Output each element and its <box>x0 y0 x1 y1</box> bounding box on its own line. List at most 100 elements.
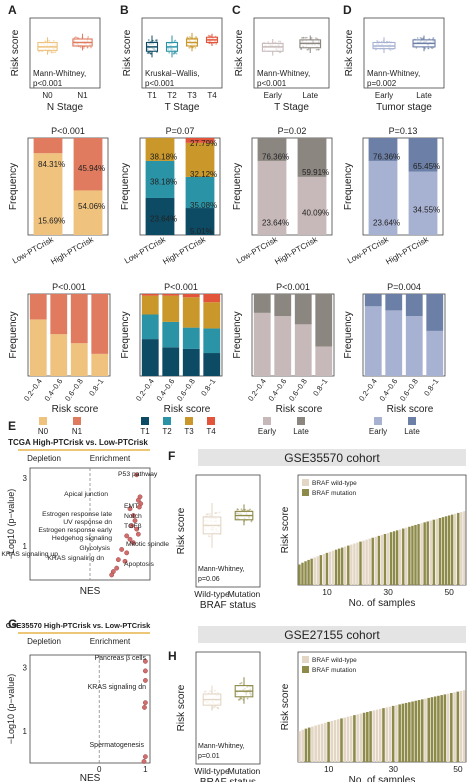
boxplot-a <box>29 17 101 89</box>
stacked-bar-b <box>139 137 221 236</box>
bar-value-label: 76.36% <box>373 152 400 161</box>
axis-xlabel: N Stage <box>47 102 84 113</box>
sample-bar <box>328 551 332 585</box>
scatter-point <box>115 557 121 563</box>
depletion-label: Depletion <box>27 637 61 646</box>
jitter-point <box>317 48 320 51</box>
jitter-point <box>213 689 216 692</box>
boxplot-b <box>141 17 223 89</box>
bar-segment <box>203 328 221 354</box>
sample-bar <box>399 529 402 585</box>
axis-tick-label: 0.8~1 <box>311 377 329 398</box>
jitter-point <box>249 508 251 511</box>
axis-ylabel: Frequency <box>343 163 354 210</box>
jitter-point <box>168 51 171 54</box>
cohort-title: GSE35570 cohort <box>284 451 380 465</box>
bar-value-label: 34.55% <box>413 206 440 215</box>
bar-segment <box>274 294 292 317</box>
bar-segment <box>257 160 287 235</box>
stat-pvalue: p<0.001 <box>145 79 175 88</box>
sample-bar <box>301 562 304 585</box>
pathway-label: KRAS signaling up <box>1 551 58 558</box>
jitter-point <box>86 46 89 48</box>
pathway-label: Estrogen response early <box>38 527 112 534</box>
jitter-point <box>267 41 270 43</box>
sample-bar <box>429 520 432 585</box>
sample-bar <box>441 517 445 585</box>
jitter-point <box>279 51 282 54</box>
axis-tick-label: T1 <box>147 91 157 100</box>
legend-label: Early <box>258 427 276 436</box>
sample-bar <box>456 691 460 762</box>
legend-label: Early <box>369 427 387 436</box>
axis-ylabel: Frequency <box>343 311 354 358</box>
sample-bar <box>432 519 436 585</box>
jitter-point <box>315 48 318 51</box>
axis-ylabel: Frequency <box>120 311 131 358</box>
bar-segment <box>33 153 63 235</box>
sample-bar <box>426 521 429 585</box>
jitter-point <box>208 514 211 517</box>
legend-label: T1 <box>140 427 150 436</box>
ranked-bar-f <box>297 474 467 586</box>
sample-bar <box>392 531 396 585</box>
scatter-point <box>122 558 128 564</box>
bar-segment <box>145 160 175 198</box>
sample-bar <box>350 544 353 585</box>
sample-bar <box>378 708 382 762</box>
legend-swatch <box>263 417 271 425</box>
bar-segment <box>70 343 88 376</box>
stacked-bar-a <box>27 137 109 236</box>
bar-segment <box>182 327 200 349</box>
bar-segment <box>203 302 221 329</box>
axis-tick-label: High-PTCrisk <box>384 234 431 266</box>
sample-bar <box>450 692 453 762</box>
axis-tick-label: 10 <box>324 764 334 774</box>
enrichment-label: Enrichment <box>90 637 131 646</box>
axis-tick-label: Low-PTCrisk <box>123 234 168 265</box>
bar-segment <box>364 306 382 376</box>
sample-bar <box>398 704 401 762</box>
pathway-label: TGFβ <box>124 523 142 530</box>
boxplot-d <box>363 17 445 89</box>
sample-bar <box>420 699 424 762</box>
bar-value-label: 65.45% <box>413 162 440 171</box>
bar-segment <box>141 339 159 376</box>
bar-segment <box>185 142 215 177</box>
axis-tick-label: 0.4~0.6 <box>43 377 65 403</box>
pathway-label: Hedgehog signaling <box>52 535 112 542</box>
legend-label: BRAF mutation <box>312 667 356 674</box>
axis-ylabel: Frequency <box>120 163 131 210</box>
scatter-point <box>109 572 115 578</box>
jitter-point <box>215 43 218 45</box>
axis-tick-label: 30 <box>389 764 399 774</box>
axis-xlabel: No. of samples <box>349 775 416 782</box>
scatter-point <box>142 705 147 710</box>
legend-swatch <box>302 666 309 673</box>
scatter-point <box>135 497 141 503</box>
sample-bar <box>304 561 307 585</box>
axis-tick-label: Low-PTCrisk <box>11 234 56 265</box>
bar-segment <box>408 171 438 235</box>
jitter-point <box>147 51 150 54</box>
plot-frame <box>251 293 335 377</box>
sample-bar <box>417 524 420 585</box>
jitter-point <box>416 37 419 39</box>
jitter-point <box>194 47 197 49</box>
sample-bar <box>460 512 463 585</box>
axis-ylabel: Frequency <box>8 311 19 358</box>
bar-value-label: 38.18% <box>150 178 177 187</box>
jitter-point <box>315 37 317 40</box>
jitter-point <box>205 513 208 516</box>
sample-bar <box>325 552 329 585</box>
sample-bar <box>374 536 378 585</box>
bar-segment <box>257 138 287 161</box>
volcano-e <box>18 449 151 581</box>
axis-tick-label: Late <box>416 91 432 100</box>
jitter-point <box>207 513 209 516</box>
jitter-point <box>239 697 242 700</box>
panel-letter-h: H <box>168 649 177 663</box>
pathway-label: Notch <box>124 513 142 520</box>
sample-bar <box>359 541 362 585</box>
legend-label: N1 <box>72 427 83 436</box>
